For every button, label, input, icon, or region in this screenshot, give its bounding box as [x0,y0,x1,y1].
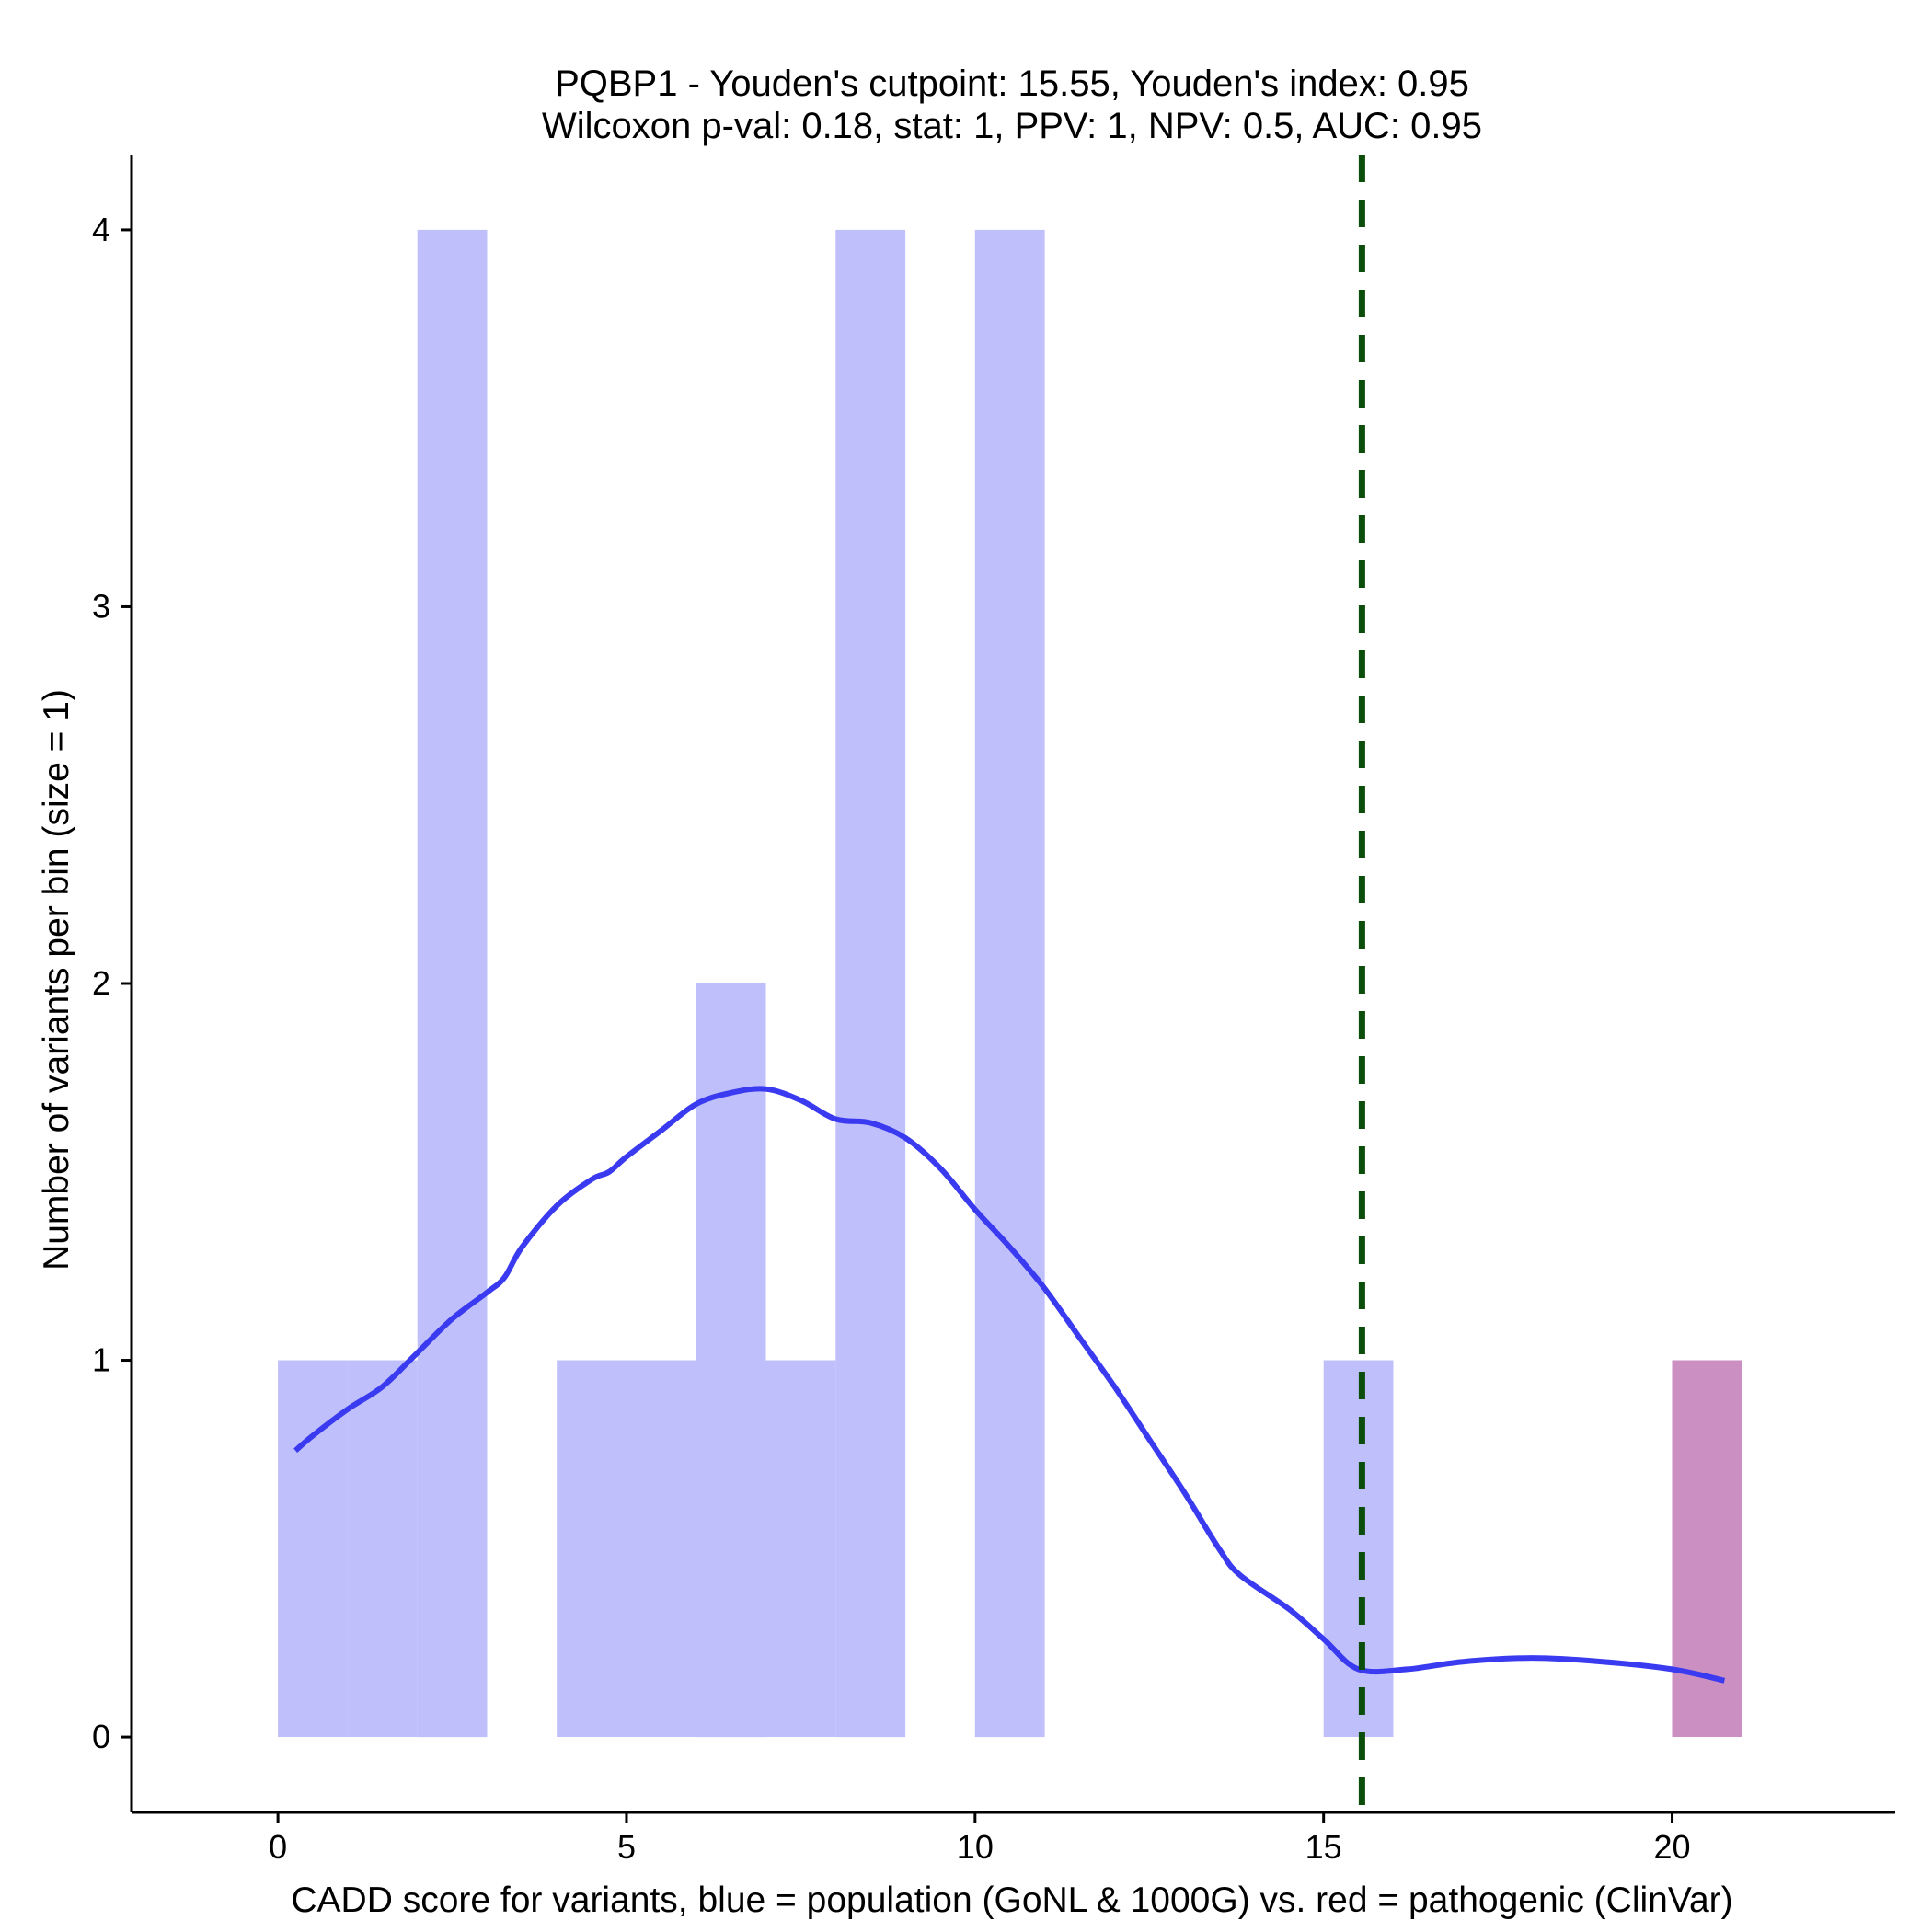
y-axis-label: Number of variants per bin (size = 1) [37,689,76,1271]
density-layer [293,1086,1726,1684]
histogram-bar-0-1 [347,1360,418,1737]
x-tick-label: 10 [957,1828,994,1866]
histogram-bars [278,229,1742,1738]
x-tick-label: 0 [269,1828,287,1866]
histogram-bar-0-2 [417,229,488,1738]
y-tick-label: 4 [92,211,110,248]
histogram-bar-0-4 [627,1360,696,1737]
y-tick-label: 1 [92,1341,110,1379]
y-tick-label: 3 [92,587,110,625]
y-tick-label: 0 [92,1718,110,1755]
histogram-bar-0-0 [278,1360,348,1737]
histogram-bar-0-7 [835,229,906,1738]
x-axis-label: CADD score for variants, blue = populati… [291,1880,1732,1920]
histogram-bar-0-5 [696,983,766,1738]
x-tick-label: 15 [1305,1828,1342,1866]
histogram-bar-1-0 [1672,1360,1742,1737]
x-tick-label: 20 [1654,1828,1691,1866]
histogram-bar-0-6 [765,1360,836,1737]
chart-title: PQBP1 - Youden's cutpoint: 15.55, Youden… [555,63,1469,104]
density-curve [293,1086,1726,1684]
histogram-bar-0-9 [1323,1360,1394,1737]
y-tick-label: 2 [92,964,110,1002]
histogram-bar-0-8 [974,229,1045,1738]
chart-subtitle: Wilcoxon p-val: 0.18, stat: 1, PPV: 1, N… [542,106,1482,146]
y-axis-ticks: 0 1 2 3 4 [92,211,132,1755]
x-tick-label: 5 [617,1828,636,1866]
histogram-bar-0-3 [557,1360,627,1737]
x-axis-ticks: 0 5 10 15 20 [269,1812,1691,1866]
